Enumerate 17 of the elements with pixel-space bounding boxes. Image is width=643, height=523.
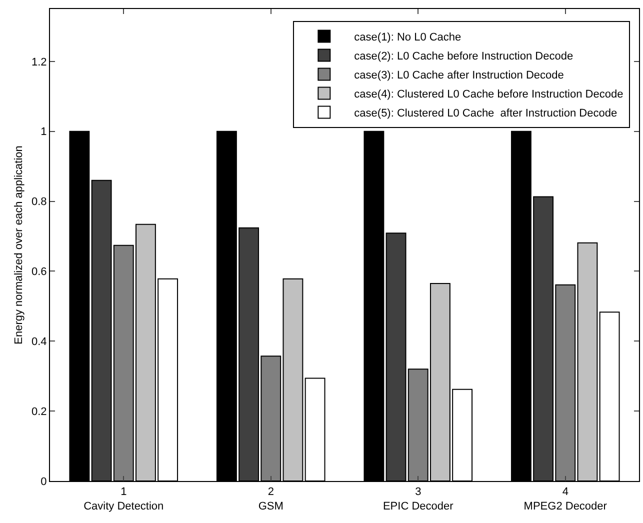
legend-label: case(4): Clustered L0 Cache before Instruction Decode — [354, 88, 624, 101]
x-tick-label: 2 GSM — [258, 486, 284, 512]
x-tick-label: 1 Cavity Detection — [84, 486, 164, 512]
y-tick-label: 0.2 — [32, 406, 47, 418]
legend-label: case(5): Clustered L0 Cache after Instruction Decode — [354, 108, 618, 120]
y-axis-title: Energy normalized over each application — [13, 146, 26, 344]
y-tick-label: 0.4 — [32, 336, 47, 348]
y-tick-label: 1.2 — [32, 56, 47, 68]
legend-label: case(2): L0 Cache before Instruction Decode — [354, 50, 574, 63]
y-tick-label: 0.8 — [32, 196, 47, 208]
y-tick-label: 0.6 — [32, 266, 47, 278]
legend-label: case(1): No L0 Cache — [354, 32, 462, 44]
legend-label: case(3): L0 Cache after Instruction Decode — [354, 70, 564, 82]
x-tick-label: 4 MPEG2 Decoder — [524, 486, 608, 512]
x-tick-label: 3 EPIC Decoder — [382, 486, 454, 512]
y-tick-label: 1 — [40, 126, 47, 138]
y-tick-label: 0 — [40, 476, 47, 488]
